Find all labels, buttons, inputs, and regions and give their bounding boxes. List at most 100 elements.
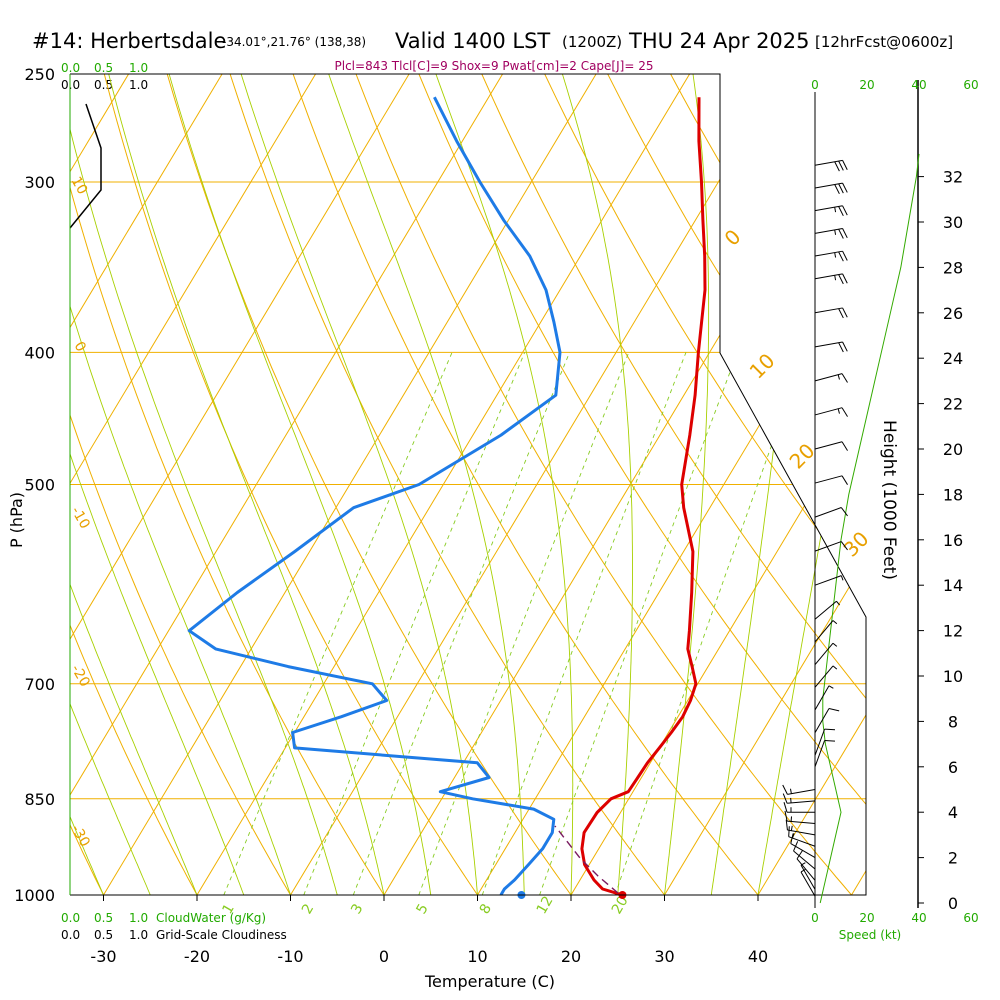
plot-frame	[70, 73, 867, 896]
dry-adiabat-line	[70, 74, 309, 895]
wind-speed-axis-title: Speed (kt)	[839, 928, 901, 942]
dry-adiabat-line	[408, 74, 866, 895]
dry-adiabat-line	[222, 74, 688, 895]
dry-adiabat-line	[470, 74, 866, 895]
dry-adiabat-label: 10	[68, 174, 91, 197]
pressure-tick-label: 250	[24, 65, 55, 84]
x-tick-label: 0	[379, 947, 389, 966]
height-tick-label: 14	[943, 576, 963, 595]
mixing-ratio-line	[539, 352, 738, 895]
x-tick-label: -10	[277, 947, 303, 966]
dry-adiabat-label: -20	[68, 662, 93, 690]
cloudwater-tick-bottom: 0.0	[61, 911, 80, 925]
wind-barb	[814, 273, 848, 285]
dry-adiabat-line	[969, 50, 1000, 924]
wind-barb	[796, 849, 816, 881]
wind-barb	[814, 620, 838, 643]
y-axis-title: P (hPa)	[7, 492, 26, 548]
dry-adiabat-line	[843, 74, 866, 895]
pressure-tick-label: 300	[24, 173, 55, 192]
stability-indices: Plcl=843 Tlcl[C]=9 Shox=9 Pwat[cm]=2 Cap…	[335, 59, 654, 73]
isotherm-label: 20	[785, 439, 820, 474]
wind-barb	[785, 819, 816, 836]
height-tick-label: 32	[943, 168, 963, 187]
wind-speed-tick-bottom: 40	[911, 911, 926, 925]
wind-barb	[782, 784, 816, 795]
wind-barb	[782, 793, 816, 804]
pressure-tick-label: 1000	[14, 886, 55, 905]
cloudwater-tick-top: 0.5	[94, 61, 113, 75]
cloudwater-tick-top: 1.0	[129, 61, 148, 75]
x-tick-label: 40	[748, 947, 768, 966]
isotherm-line	[196, 74, 691, 895]
moist-adiabat-line	[70, 74, 151, 895]
moist-adiabat-line	[168, 74, 432, 895]
title-forecast: [12hrFcst@0600z]	[815, 33, 953, 51]
wind-barb	[814, 205, 848, 217]
cloudiness-tick-top: 0.0	[61, 78, 80, 92]
mixing-ratio-line	[223, 352, 453, 895]
mixing-ratio-label: 3	[348, 901, 366, 917]
isotherm-line	[664, 74, 866, 895]
wind-barb	[814, 373, 848, 383]
height-tick-label: 26	[943, 304, 963, 323]
wind-barb	[814, 250, 848, 262]
height-tick-label: 2	[948, 849, 958, 868]
moist-adiabat-line	[328, 74, 525, 895]
isotherm-line	[477, 74, 866, 895]
wind-barb	[814, 708, 840, 733]
moist-adiabat-line	[108, 74, 385, 895]
height-tick-label: 22	[943, 395, 963, 414]
isotherm-line	[851, 74, 866, 895]
pressure-tick-label: 700	[24, 675, 55, 694]
height-tick-label: 0	[948, 894, 958, 913]
title-valid: Valid 1400 LST	[395, 29, 550, 53]
parcel-path	[554, 825, 619, 894]
height-tick-label: 16	[943, 531, 963, 550]
moist-adiabat-line	[70, 74, 291, 895]
isotherm-label: 0	[720, 225, 746, 251]
dry-adiabat-line	[533, 74, 866, 895]
mixing-ratio-line	[614, 352, 806, 895]
wind-barb	[814, 307, 848, 319]
mixing-ratio-label: 8	[477, 901, 495, 917]
moist-adiabat-line	[561, 74, 633, 895]
wind-barb	[814, 739, 836, 767]
temperature-trace	[580, 97, 707, 895]
height-tick-label: 24	[943, 349, 963, 368]
x-tick-label: 10	[467, 947, 487, 966]
wind-barb	[814, 341, 848, 353]
wind-barb	[784, 810, 816, 825]
mixing-ratio-label: 2	[299, 901, 317, 917]
wind-barb	[814, 642, 838, 665]
dry-adiabat-line	[159, 74, 593, 895]
isotherm-line	[103, 74, 597, 895]
x-tick-label: -30	[90, 947, 116, 966]
wind-barb	[800, 869, 816, 897]
cloudwater-tick-bottom: 0.5	[94, 911, 113, 925]
height-tick-label: 28	[943, 258, 963, 277]
wind-barb	[793, 841, 816, 870]
isotherm-line	[70, 74, 410, 895]
dry-adiabat-line	[97, 74, 498, 895]
x-tick-label: 20	[561, 947, 581, 966]
wind-speed-profile	[819, 153, 920, 904]
title-station: #14: Herbertsdale	[32, 29, 226, 53]
mixing-ratio-label: 12	[534, 894, 557, 917]
height-tick-label: 18	[943, 485, 963, 504]
moist-adiabat-line	[435, 74, 574, 895]
moist-adiabat-line	[70, 74, 338, 895]
dry-adiabat-line	[70, 74, 119, 895]
moist-adiabat-line	[70, 74, 245, 895]
mixing-ratio-line	[352, 352, 571, 895]
pressure-tick-label: 500	[24, 476, 55, 495]
dry-adiabat-label: -30	[68, 822, 93, 850]
cloudiness-tick-bottom: 0.5	[94, 928, 113, 942]
wind-speed-tick-top: 20	[859, 78, 874, 92]
wind-speed-tick-bottom: 60	[963, 911, 978, 925]
cloudiness-trace	[69, 103, 102, 229]
cloudwater-tick-top: 0.0	[61, 61, 80, 75]
